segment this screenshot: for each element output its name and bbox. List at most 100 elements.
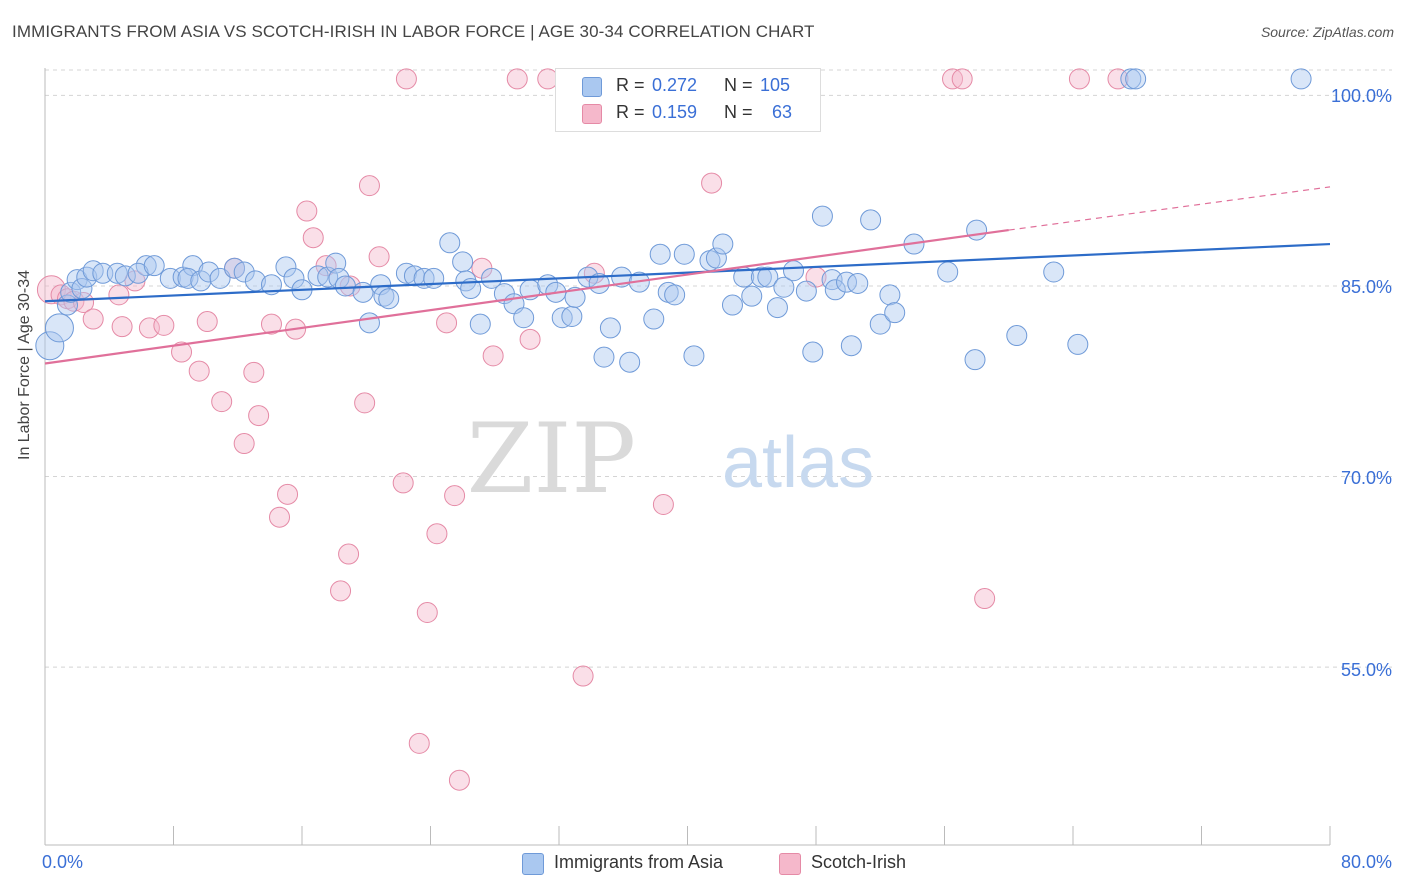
scotch-irish-point: [296, 200, 318, 222]
asia-point: [721, 294, 743, 316]
asia-point: [811, 205, 833, 227]
scotch-irish-point: [248, 405, 270, 427]
asia-point: [35, 331, 65, 361]
asia-point: [712, 233, 734, 255]
n-value: 105: [760, 75, 791, 95]
asia-point: [869, 313, 891, 335]
y-axis-label: In Labor Force | Age 30-34: [16, 269, 33, 460]
scotch-irish-point: [108, 284, 130, 306]
asia-point: [76, 266, 98, 288]
asia-point: [1125, 68, 1147, 90]
asia-point: [209, 267, 231, 289]
scotch-irish-point: [358, 175, 380, 197]
scotch-irish-point: [243, 361, 265, 383]
trend-lines: [44, 186, 1331, 365]
r-value: 0.272: [652, 75, 698, 95]
asia-point: [840, 335, 862, 357]
scotch-irish-point: [153, 314, 175, 336]
asia-point: [705, 247, 727, 269]
asia-point: [198, 261, 220, 283]
asia-point: [143, 255, 165, 277]
r-label: R =: [616, 75, 645, 95]
scotch-irish-point: [395, 68, 417, 90]
scotch-irish-point: [196, 311, 218, 333]
scotch-irish-point: [1068, 68, 1090, 90]
scotch-irish-point: [269, 506, 291, 528]
y-tick-label: 85.0%: [1340, 277, 1392, 297]
scotch-irish-point: [111, 316, 133, 338]
scotch-irish-point: [211, 391, 233, 413]
asia-point: [757, 266, 779, 288]
scotch-irish-point: [583, 262, 605, 284]
asia-point: [177, 267, 199, 289]
asia-point: [334, 275, 356, 297]
asia-point: [44, 313, 74, 343]
scotch-irish-point: [974, 588, 996, 610]
asia-point: [673, 243, 695, 265]
asia-point: [1043, 261, 1065, 283]
asia-point: [317, 266, 339, 288]
scotch-irish-point: [572, 665, 594, 687]
r-label: R =: [616, 102, 645, 122]
asia-point: [481, 267, 503, 289]
asia-point: [750, 266, 772, 288]
asia-point: [561, 305, 583, 327]
asia-point: [60, 281, 82, 303]
asia-point: [795, 280, 817, 302]
source-link[interactable]: ZipAtlas.com: [1313, 24, 1394, 40]
correlation-legend: R = 0.272 N = 105 R = 0.159 N = 63: [555, 68, 821, 132]
asia-point: [683, 345, 705, 367]
asia-point: [643, 308, 665, 330]
asia-point: [439, 232, 461, 254]
asia-point: [423, 267, 445, 289]
scotch-irish-point: [188, 360, 210, 382]
asia-point: [275, 256, 297, 278]
asia-point: [233, 261, 255, 283]
x-tick-label-max: 80.0%: [1340, 852, 1392, 872]
asia-point: [766, 297, 788, 319]
asia-point: [966, 219, 988, 241]
asia-point: [824, 279, 846, 301]
asia-point: [619, 351, 641, 373]
asia-point: [92, 262, 114, 284]
legend-swatch-blue: [522, 853, 544, 875]
asia-point: [283, 267, 305, 289]
scotch-irish-point: [260, 313, 282, 335]
asia-point: [860, 209, 882, 231]
asia-point: [836, 271, 858, 293]
scotch-irish-point: [277, 483, 299, 505]
asia-point: [469, 313, 491, 335]
asia-point: [358, 312, 380, 334]
asia-point: [847, 272, 869, 294]
asia-trend-line: [44, 242, 1331, 303]
n-value: 63: [772, 102, 793, 122]
scotch-irish-point: [416, 602, 438, 623]
scotch-irish-point: [426, 523, 448, 545]
asia-point: [783, 260, 805, 282]
asia-point: [352, 281, 374, 303]
legend-swatch-pink: [779, 853, 801, 875]
asia-point: [937, 261, 959, 283]
y-tick-label: 55.0%: [1340, 660, 1392, 680]
asia-point: [879, 284, 901, 306]
n-label: N =: [724, 102, 753, 122]
asia-point: [599, 317, 621, 339]
scotch-irish-trend-extension: [1008, 186, 1331, 231]
watermark: ZIP atlas: [467, 403, 874, 515]
scotch-irish-point: [392, 472, 414, 494]
scotch-irish-point: [482, 345, 504, 367]
asia-point: [664, 284, 686, 306]
source-note: Source: ZipAtlas.com: [1261, 24, 1394, 40]
scotch-irish-point: [701, 172, 723, 194]
asia-point: [1120, 68, 1142, 90]
asia-point: [395, 262, 417, 284]
watermark-atlas: atlas: [722, 423, 874, 503]
scotch-irish-point: [302, 227, 324, 249]
y-tick-label: 100.0%: [1330, 86, 1392, 106]
asia-point: [452, 251, 474, 273]
asia-point: [593, 346, 615, 368]
scotch-irish-point: [82, 308, 104, 330]
asia-point: [135, 255, 157, 277]
scotch-irish-point: [1107, 68, 1129, 90]
scotch-irish-point: [951, 68, 973, 90]
